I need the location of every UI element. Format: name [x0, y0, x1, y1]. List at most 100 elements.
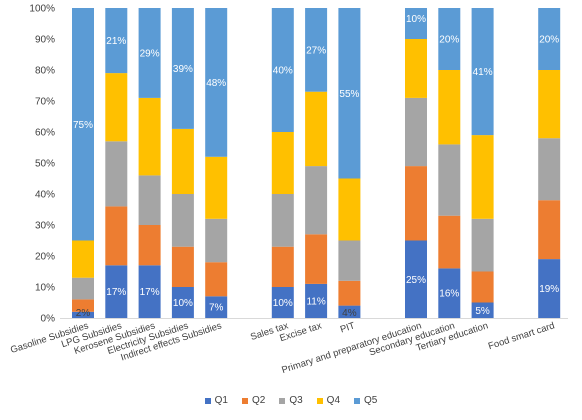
bars — [72, 8, 561, 318]
bar-segment-q3 — [105, 141, 128, 207]
bar-segment-q2 — [205, 262, 228, 297]
x-category-label: Food smart card — [487, 320, 556, 352]
bar-segment-q5 — [405, 8, 427, 39]
legend-swatch — [354, 397, 361, 404]
legend: Q1 Q2 Q3 Q4 Q5 — [0, 395, 582, 406]
bar-segment-q1 — [205, 296, 228, 318]
y-tick-label: 40% — [35, 190, 55, 201]
legend-item-q2: Q2 — [241, 395, 266, 406]
data-label: 29% — [140, 48, 160, 59]
data-label: 11% — [306, 296, 325, 307]
y-tick-label: 100% — [29, 4, 55, 15]
bar-segment-q5 — [305, 8, 328, 92]
y-tick-label: 30% — [35, 221, 55, 232]
data-label: 20% — [439, 35, 459, 46]
bar-segment-q3 — [271, 194, 294, 247]
data-label: 39% — [173, 64, 193, 75]
data-label: 27% — [306, 45, 326, 56]
bar-segment-q4 — [105, 73, 128, 142]
bar-segment-q3 — [338, 240, 361, 281]
data-label: 10% — [173, 298, 193, 309]
x-category-label: PIT — [339, 320, 357, 335]
bar-segment-q5 — [338, 8, 361, 179]
bar-segment-q2 — [305, 234, 328, 284]
data-label: 17% — [140, 287, 160, 298]
bar-segment-q5 — [105, 8, 128, 74]
bar-segment-q2 — [72, 299, 94, 312]
bar-segment-q5 — [538, 8, 561, 70]
bar-segment-q3 — [205, 218, 228, 263]
bar-segment-q3 — [171, 194, 194, 247]
bar-segment-q2 — [538, 200, 561, 260]
data-label: 41% — [473, 67, 493, 78]
data-label: 55% — [339, 89, 359, 100]
legend-swatch — [316, 397, 323, 404]
legend-item-q1: Q1 — [204, 395, 228, 406]
data-label: 40% — [273, 66, 293, 77]
bar-segment-q5 — [438, 8, 461, 70]
bar-segment-q4 — [305, 91, 328, 167]
bar-segment-q2 — [438, 215, 461, 269]
data-label: 75% — [73, 120, 93, 131]
legend-label: Q5 — [364, 395, 378, 406]
y-tick-label: 80% — [35, 66, 55, 77]
bar-segment-q1 — [471, 302, 494, 318]
data-label: 48% — [206, 78, 226, 89]
bar-segment-q5 — [72, 8, 94, 241]
bar-segment-q5 — [138, 8, 161, 98]
bar-segment-q2 — [105, 206, 128, 266]
bar-segment-q4 — [271, 132, 294, 194]
bar-segment-q2 — [171, 246, 194, 287]
bar-segment-q1 — [305, 283, 328, 318]
bar-segment-q2 — [138, 225, 161, 266]
data-label: 16% — [439, 289, 459, 300]
data-labels: 75% 2% 21% 17% 29% 17% 39% 10% 48% 7% 40% 10% 27% 11%… — [73, 14, 559, 319]
bar-segment-q2 — [405, 166, 427, 241]
data-label: 7% — [209, 303, 224, 314]
bar-segment-q4 — [538, 70, 561, 139]
bar-segment-q3 — [471, 218, 494, 272]
bar-segment-q4 — [438, 70, 461, 145]
bar-segment-q1 — [171, 287, 194, 318]
bar-segment-q5 — [271, 8, 294, 132]
legend-item-q5: Q5 — [354, 395, 377, 406]
bar-segment-q2 — [471, 271, 494, 303]
bar-segment-q5 — [171, 8, 194, 129]
bar-segment-q1 — [538, 259, 561, 318]
data-label: 2% — [76, 308, 91, 319]
legend-label: Q3 — [289, 395, 303, 406]
data-label: 5% — [475, 306, 490, 317]
data-label: 10% — [273, 298, 293, 309]
data-label: 25% — [406, 275, 426, 286]
bar-segment-q1 — [338, 305, 361, 318]
y-tick-label: 70% — [35, 97, 55, 108]
bar-segment-q1 — [271, 287, 294, 318]
data-label: 20% — [539, 35, 559, 46]
bar-segment-q4 — [338, 178, 361, 241]
y-tick-label: 90% — [35, 35, 55, 46]
bar-segment-q3 — [138, 175, 161, 225]
bar-segment-q4 — [171, 128, 194, 194]
legend-swatch — [241, 397, 248, 404]
y-tick-label: 10% — [35, 283, 55, 294]
bar-segment-q1 — [438, 268, 461, 318]
legend-label: Q1 — [214, 395, 228, 406]
data-label: 21% — [106, 36, 126, 47]
legend-swatch — [279, 397, 286, 404]
y-tick-label: 0% — [41, 314, 56, 325]
bar-segment-q4 — [138, 97, 161, 176]
legend-label: Q2 — [251, 395, 266, 406]
bar-segment-q5 — [205, 8, 228, 157]
bar-segment-q1 — [405, 240, 427, 318]
bar-segment-q1 — [105, 265, 128, 318]
bar-segment-q3 — [405, 97, 427, 167]
data-label: 4% — [342, 308, 357, 319]
data-label: 17% — [106, 287, 126, 298]
bar-segment-q4 — [205, 156, 228, 219]
bar-segment-q2 — [338, 280, 361, 306]
y-tick-label: 60% — [35, 128, 55, 139]
bar-segment-q1 — [138, 265, 161, 318]
y-axis: 0% 10% 20% 30% 40% 50% 60% 70% 80% 90% 100% — [29, 4, 55, 325]
